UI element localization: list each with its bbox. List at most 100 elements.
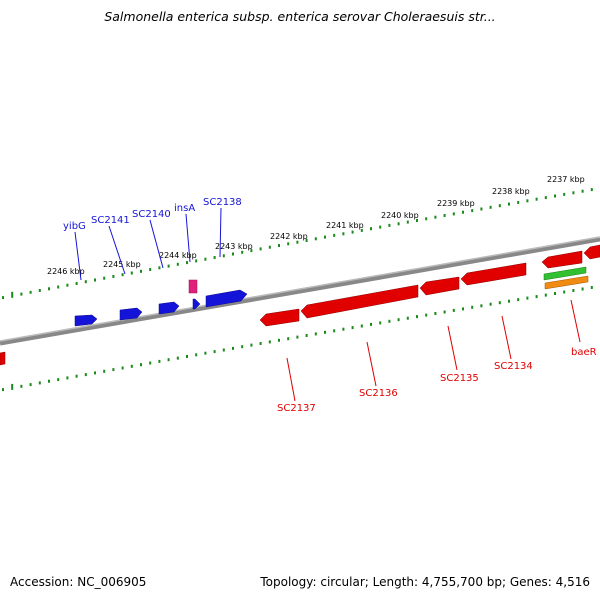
tick-mark (581, 287, 584, 291)
feature-bar-orange[interactable] (544, 275, 589, 290)
gene-arrow-right-edge[interactable] (583, 244, 600, 260)
gene-label-SC2135[interactable]: SC2135 (440, 373, 479, 384)
tick-mark (278, 244, 280, 247)
gene-arrow-SC2135[interactable] (419, 276, 460, 296)
tick-mark (94, 371, 96, 375)
tick-mark (416, 219, 418, 222)
tick-mark (452, 212, 455, 216)
tick-mark (360, 324, 363, 328)
tick-mark (66, 283, 69, 287)
tick-mark (75, 374, 78, 378)
callout-line (366, 341, 377, 387)
gene-arrow-yibG[interactable] (74, 314, 98, 327)
tick-mark (351, 326, 354, 330)
gene-arrow-baeR[interactable] (541, 250, 583, 269)
tick-mark (250, 343, 253, 347)
tick-mark (379, 225, 382, 229)
tick-mark (66, 376, 69, 380)
tick-mark (397, 222, 400, 226)
tick-mark (38, 289, 41, 292)
gene-label-SC2137[interactable]: SC2137 (277, 403, 316, 414)
tick-mark (195, 353, 198, 357)
feature-bar-green[interactable] (543, 266, 587, 281)
tick-mark (425, 217, 428, 221)
tick-mark (278, 338, 280, 342)
gene-label-insA[interactable]: insA (174, 203, 195, 214)
gene-arrow-SC2141[interactable] (119, 307, 143, 321)
callout-line (501, 315, 512, 360)
kbp-label: 2246 kbp (47, 267, 85, 276)
tick-mark (397, 318, 400, 322)
gene-label-SC2136[interactable]: SC2136 (359, 388, 398, 399)
gene-arrow-SC2136[interactable] (300, 284, 419, 319)
tick-mark (186, 261, 188, 265)
tick-mark (48, 287, 50, 291)
tick-mark (471, 305, 474, 309)
tick-mark (443, 310, 446, 314)
tick-mark (94, 278, 96, 282)
tick-mark (452, 308, 455, 312)
tick-mark (20, 292, 23, 296)
tick-mark (158, 266, 161, 270)
gene-label-yibG[interactable]: yibG (63, 221, 86, 232)
tick-mark (425, 313, 428, 317)
tick-mark (241, 345, 244, 349)
tick-mark (213, 350, 216, 354)
tick-mark (590, 286, 593, 289)
tick-mark (480, 304, 483, 308)
gene-arrow-SC2134[interactable] (460, 262, 527, 286)
tick-mark (103, 276, 106, 280)
tick-mark (517, 201, 520, 204)
forward-strand-genes (74, 279, 248, 327)
tick-mark (158, 359, 161, 363)
gene-label-baeR[interactable]: baeR (571, 347, 597, 358)
tick-mark (388, 319, 391, 323)
tick-mark (222, 348, 225, 352)
tick-mark (112, 368, 115, 372)
tick-mark (84, 280, 87, 284)
tick-mark (406, 316, 409, 320)
tick-mark (167, 358, 170, 362)
tick-mark (140, 363, 142, 367)
tick-mark (186, 355, 188, 358)
gene-arrow-insA-fwd[interactable] (192, 298, 201, 310)
gene-arrow-left-edge[interactable] (0, 351, 6, 366)
gene-label-SC2138[interactable]: SC2138 (203, 197, 242, 208)
tick-mark (84, 373, 87, 377)
gene-label-SC2134[interactable]: SC2134 (494, 361, 533, 372)
tick-mark (370, 322, 372, 326)
kbp-label: 2244 kbp (159, 251, 197, 260)
gene-arrow-SC2140[interactable] (158, 301, 180, 315)
gene-label-SC2140[interactable]: SC2140 (132, 209, 171, 220)
tick-mark (563, 192, 566, 196)
tick-mark (526, 296, 529, 300)
tick-mark (498, 204, 501, 208)
tick-mark (406, 220, 409, 224)
gene-arrow-SC2137[interactable] (259, 308, 300, 327)
tick-mark (508, 202, 510, 206)
tick-mark (572, 289, 575, 292)
genome-title: Salmonella enterica subsp. enterica sero… (104, 9, 496, 24)
tick-mark (268, 245, 271, 249)
tick-mark (471, 209, 474, 213)
gene-rna-insA[interactable] (188, 279, 198, 294)
tick-mark (333, 233, 336, 237)
tick-mark (351, 230, 354, 234)
tick-mark (204, 257, 207, 261)
gene-arrow-SC2138[interactable] (205, 289, 248, 308)
tick-mark (360, 228, 363, 232)
tick-mark (314, 237, 317, 241)
tick-mark (296, 335, 299, 339)
kbp-label: 2238 kbp (492, 187, 530, 196)
tick-mark (333, 329, 336, 333)
tick-mark (590, 188, 593, 192)
tick-mark (149, 361, 152, 365)
tick-mark (416, 315, 418, 319)
tick-mark (140, 269, 142, 273)
tick-mark (241, 250, 244, 254)
tick-mark (489, 205, 492, 209)
tick-mark (2, 296, 4, 300)
tick-mark (535, 197, 538, 201)
gene-label-SC2141[interactable]: SC2141 (91, 215, 130, 226)
tick-mark (517, 298, 520, 302)
